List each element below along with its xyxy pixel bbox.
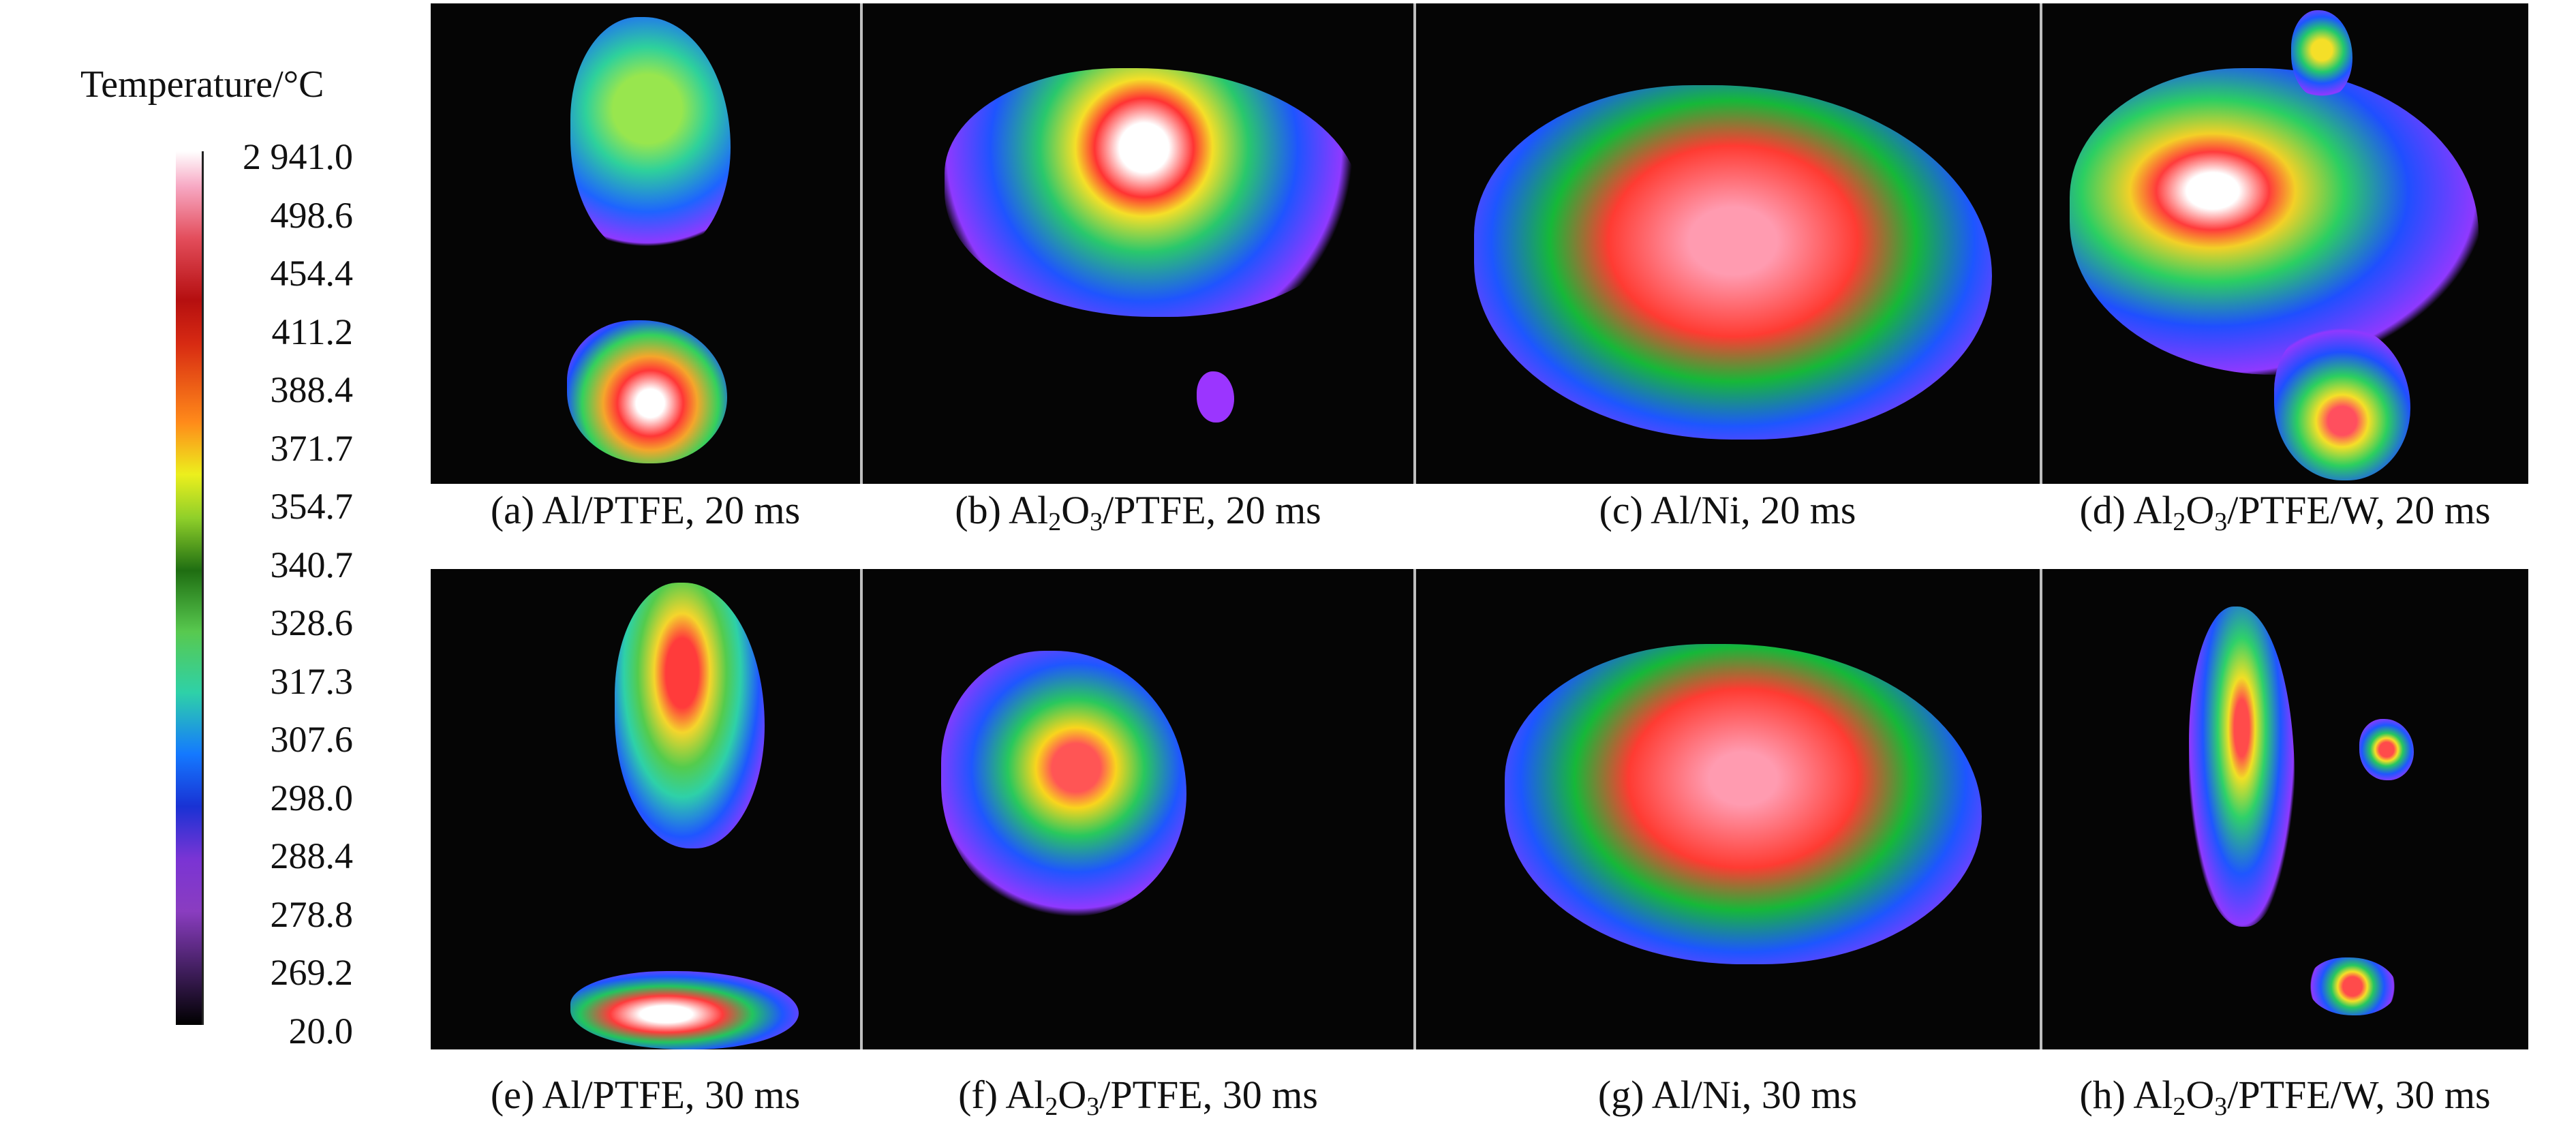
blob-d3 [2274, 324, 2410, 480]
blob-a1 [570, 17, 731, 259]
tick-label-9: 328.6 [270, 602, 354, 643]
tick-label-14: 278.8 [270, 894, 354, 935]
thermal-panel-a [431, 3, 860, 484]
blob-d1 [2070, 68, 2479, 375]
blob-h2 [2359, 719, 2414, 780]
tick-label-2: 498.6 [270, 195, 354, 236]
blob-e1 [615, 583, 765, 848]
label-g: (g) Al/Ni, 30 ms [1597, 1073, 1858, 1117]
label-a: (a) Al/PTFE, 20 ms [490, 488, 801, 532]
tick-label-13: 288.4 [270, 835, 354, 876]
blob-h3 [2308, 957, 2397, 1015]
label-h: (h) Al2O3/PTFE/W, 30 ms [2079, 1073, 2491, 1121]
label-c: (c) Al/Ni, 20 ms [1599, 488, 1856, 532]
blob-g1 [1505, 644, 1982, 964]
colorbar-axis [202, 151, 211, 1025]
tick-label-4: 411.2 [271, 311, 354, 352]
tick-label-15: 269.2 [270, 952, 354, 993]
label-e: (e) Al/PTFE, 30 ms [490, 1073, 801, 1117]
blob-f1 [941, 651, 1186, 917]
blob-h1 [2189, 606, 2295, 927]
thermal-panel-h [2042, 569, 2528, 1049]
blob-a2 [567, 320, 727, 463]
tick-label-12: 298.0 [270, 778, 354, 818]
tick-label-16: 20.0 [288, 1011, 354, 1051]
legend-title: Temperature/°C [80, 63, 324, 106]
thermal-panel-c [1416, 3, 2040, 484]
blob-c1 [1474, 85, 1992, 440]
tick-label-6: 371.7 [270, 428, 354, 469]
blob-d2 [2291, 10, 2352, 99]
temperature-colorbar [176, 151, 202, 1025]
thermal-panel-b [863, 3, 1413, 484]
blob-b2 [1197, 371, 1234, 423]
blob-b1 [945, 68, 1360, 317]
tick-label-1: 2 941.0 [243, 136, 353, 177]
tick-label-8: 340.7 [270, 544, 354, 585]
label-f: (f) Al2O3/PTFE, 30 ms [958, 1073, 1318, 1121]
tick-label-5: 388.4 [270, 369, 354, 410]
thermal-panel-e [431, 569, 860, 1049]
tick-label-11: 307.6 [270, 719, 354, 760]
thermal-panel-f [863, 569, 1413, 1049]
label-b: (b) Al2O3/PTFE, 20 ms [955, 488, 1321, 536]
tick-label-3: 454.4 [270, 253, 354, 294]
thermal-panel-g [1416, 569, 2040, 1049]
tick-label-10: 317.3 [270, 661, 354, 702]
tick-label-7: 354.7 [270, 486, 354, 527]
label-d: (d) Al2O3/PTFE/W, 20 ms [2079, 488, 2491, 536]
thermal-panel-d [2042, 3, 2528, 484]
blob-e2 [570, 971, 799, 1049]
